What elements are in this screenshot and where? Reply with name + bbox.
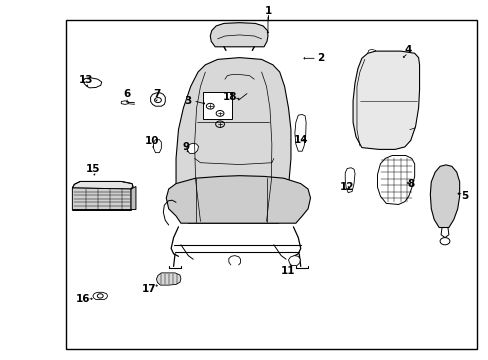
Polygon shape (210, 23, 267, 47)
Text: 9: 9 (182, 142, 189, 152)
Text: 1: 1 (264, 6, 271, 16)
Polygon shape (352, 51, 419, 149)
Text: 12: 12 (339, 182, 354, 192)
Polygon shape (83, 78, 102, 88)
Polygon shape (345, 168, 354, 193)
Text: 10: 10 (144, 136, 159, 146)
Text: 13: 13 (78, 75, 93, 85)
Text: 2: 2 (316, 53, 323, 63)
Polygon shape (176, 58, 290, 223)
Text: 8: 8 (407, 179, 413, 189)
Text: 18: 18 (222, 92, 237, 102)
Text: 3: 3 (184, 96, 191, 106)
Polygon shape (150, 93, 165, 106)
Bar (203, 92, 232, 119)
Polygon shape (93, 292, 107, 300)
Text: 15: 15 (85, 164, 100, 174)
Polygon shape (294, 114, 305, 151)
Text: 4: 4 (404, 45, 411, 55)
Text: 17: 17 (142, 284, 156, 294)
Polygon shape (153, 140, 161, 153)
Polygon shape (121, 101, 128, 104)
Polygon shape (377, 156, 414, 204)
Bar (66, 20, 476, 349)
Text: 16: 16 (76, 294, 90, 304)
Polygon shape (166, 176, 310, 223)
Polygon shape (429, 165, 459, 228)
Text: 11: 11 (281, 266, 295, 276)
Polygon shape (156, 273, 181, 285)
Polygon shape (288, 256, 300, 266)
Polygon shape (72, 188, 131, 210)
Text: 5: 5 (460, 191, 467, 201)
Text: 6: 6 (123, 89, 130, 99)
Polygon shape (72, 181, 133, 189)
Polygon shape (131, 186, 136, 210)
Text: 14: 14 (293, 135, 307, 145)
Polygon shape (186, 143, 198, 153)
Text: 7: 7 (152, 89, 160, 99)
